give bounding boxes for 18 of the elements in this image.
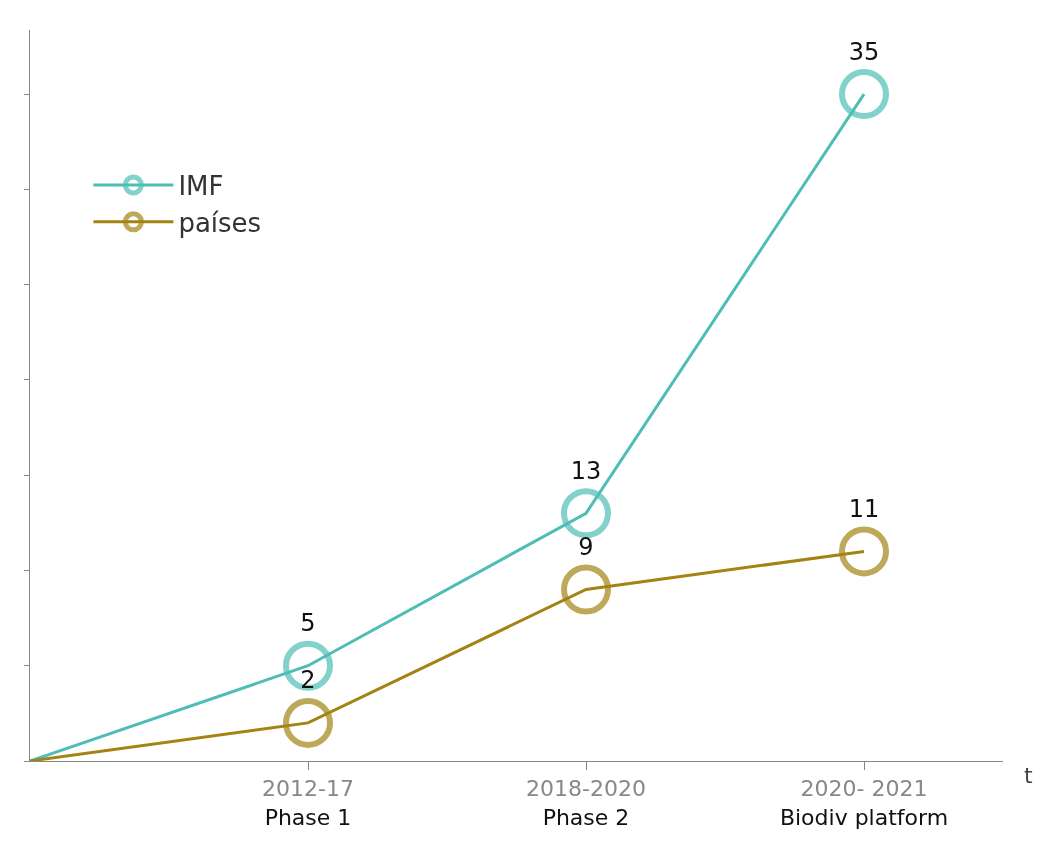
legend-label: países: [178, 207, 262, 238]
data-label: 5: [300, 609, 316, 638]
point: [283, 697, 333, 748]
x-tick-label: 2018-2020 Phase 2: [526, 776, 646, 830]
data-label: 11: [848, 494, 880, 523]
point: [839, 526, 889, 577]
point: [561, 488, 611, 539]
data-label: 35: [848, 37, 880, 66]
data-label: 9: [578, 533, 594, 561]
point: [839, 69, 889, 120]
x-axis-title: t: [1024, 763, 1033, 788]
legend-label: IMF: [178, 171, 224, 202]
x-tick-label: 2012-17 Phase 1: [262, 776, 354, 830]
data-label: 2: [300, 666, 316, 695]
point: [283, 640, 333, 691]
x-tick-label: 2020- 2021 Biodiv platform: [779, 776, 949, 830]
point: [561, 564, 611, 615]
data-label: 13: [570, 456, 602, 485]
